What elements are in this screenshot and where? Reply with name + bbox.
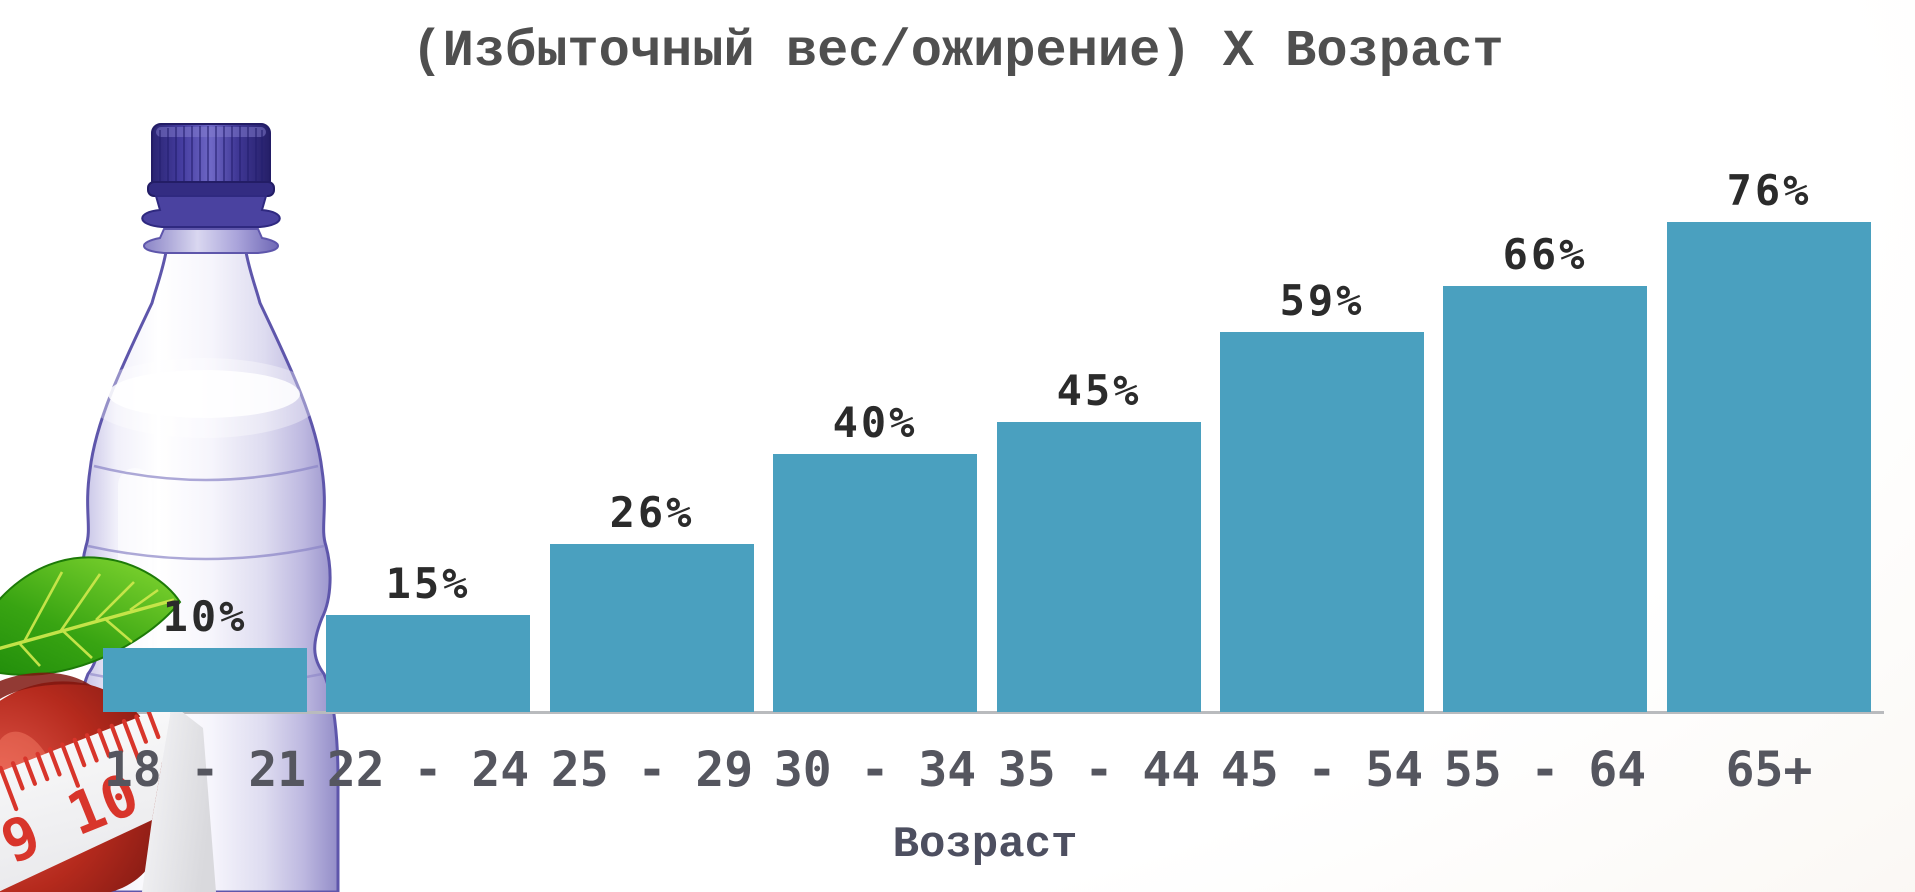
bottle-cap-shine <box>156 127 266 137</box>
bar-value-label: 40% <box>832 398 918 447</box>
bar-value-label: 26% <box>609 488 695 537</box>
leaf-image <box>0 556 182 676</box>
x-tick-label: 55 - 64 <box>1443 742 1647 798</box>
x-tick-label: 25 - 29 <box>550 742 754 798</box>
bottle-ridge <box>93 464 319 482</box>
bottle-flare-ring <box>143 228 279 254</box>
x-tick-label: 35 - 44 <box>997 742 1201 798</box>
bar <box>103 648 307 712</box>
bar-value-label: 76% <box>1726 166 1812 215</box>
bottle-ridge <box>87 544 325 561</box>
x-tick-label: 22 - 24 <box>326 742 530 798</box>
bar <box>1443 286 1647 712</box>
x-tick-label: 30 - 34 <box>773 742 977 798</box>
x-axis-title: Возраст <box>892 820 1078 870</box>
bar-value-label: 15% <box>385 559 471 608</box>
bottle-shine <box>108 370 300 418</box>
measuring-tape-image: 9 10 <box>0 704 216 892</box>
bar-value-label: 45% <box>1056 366 1142 415</box>
x-tick-label: 45 - 54 <box>1220 742 1424 798</box>
bottle-cap-lip <box>147 181 275 197</box>
tape-fold <box>142 704 216 892</box>
chart-title: (Избыточный вес/ожирение) X Возраст <box>411 22 1504 81</box>
bar-value-label: 10% <box>162 592 248 641</box>
leaf-veins <box>0 571 175 667</box>
bottle-collar <box>141 195 281 228</box>
bar <box>1220 332 1424 712</box>
x-axis-line <box>85 711 1884 714</box>
bar <box>997 422 1201 712</box>
apple-crease <box>0 672 92 700</box>
bar-value-label: 59% <box>1279 276 1365 325</box>
bar <box>550 544 754 712</box>
tape-tick-marks <box>0 709 161 812</box>
bar <box>1667 222 1871 712</box>
bar <box>326 615 530 712</box>
x-tick-label: 18 - 21 <box>103 742 307 798</box>
tape-band <box>0 704 172 892</box>
x-tick-label: 65+ <box>1725 742 1813 798</box>
bar-value-label: 66% <box>1502 230 1588 279</box>
bottle-cap-ribs <box>159 126 263 190</box>
bar <box>773 454 977 712</box>
